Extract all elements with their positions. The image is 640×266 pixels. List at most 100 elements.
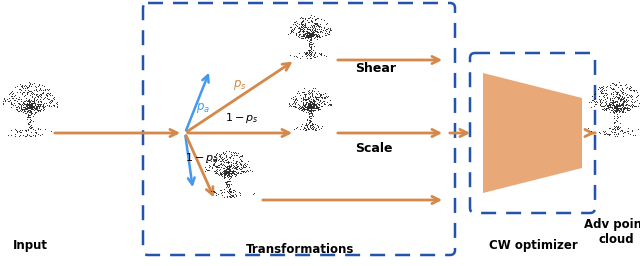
Point [305, 31, 315, 36]
Point [602, 132, 612, 136]
Point [604, 105, 614, 109]
Point [24, 113, 35, 117]
Point [306, 116, 316, 120]
Point [617, 105, 627, 109]
Point [223, 173, 234, 177]
Point [304, 33, 314, 37]
Point [300, 103, 310, 107]
Point [221, 167, 232, 171]
Point [24, 113, 34, 117]
Point [221, 174, 232, 178]
Point [305, 108, 315, 112]
Point [299, 25, 309, 29]
Point [303, 52, 314, 57]
Point [313, 30, 323, 35]
Point [202, 160, 212, 164]
Point [309, 89, 319, 93]
Point [613, 103, 623, 107]
Point [26, 118, 36, 122]
Point [306, 126, 316, 130]
Point [600, 131, 611, 135]
Point [307, 31, 317, 35]
Point [612, 134, 622, 139]
Point [220, 171, 230, 176]
Point [223, 164, 233, 168]
Point [47, 98, 57, 102]
Point [224, 173, 234, 177]
Point [223, 169, 234, 173]
Point [44, 86, 54, 91]
Point [211, 193, 221, 197]
Point [306, 103, 316, 107]
Point [614, 96, 625, 100]
Point [311, 95, 321, 100]
Point [237, 159, 247, 163]
Point [34, 103, 44, 108]
Text: $1-p_s$: $1-p_s$ [225, 111, 259, 125]
Point [618, 103, 628, 107]
Point [223, 179, 233, 184]
Point [626, 95, 636, 99]
Point [230, 160, 241, 164]
Point [312, 20, 323, 25]
Point [232, 159, 243, 163]
Point [214, 164, 224, 169]
Point [610, 105, 620, 109]
Point [306, 109, 316, 113]
Point [321, 100, 332, 104]
Point [611, 110, 621, 115]
Point [305, 33, 316, 37]
Point [306, 106, 316, 110]
Point [307, 106, 317, 110]
Point [321, 94, 332, 98]
Point [616, 105, 627, 110]
Point [600, 91, 610, 95]
Point [24, 100, 34, 105]
Point [38, 102, 48, 106]
Point [305, 108, 315, 113]
Point [300, 94, 310, 98]
Point [311, 126, 321, 130]
Point [13, 97, 24, 102]
Point [6, 128, 16, 132]
Point [605, 105, 616, 109]
Point [35, 83, 45, 87]
Point [222, 173, 232, 177]
Point [220, 169, 230, 173]
Point [33, 108, 43, 112]
Point [234, 166, 244, 170]
Point [236, 171, 246, 175]
Point [227, 193, 237, 198]
Point [25, 105, 35, 109]
Point [303, 105, 314, 109]
Point [305, 105, 315, 109]
Point [607, 81, 617, 85]
Point [223, 194, 234, 198]
Point [23, 101, 33, 106]
Point [295, 56, 305, 60]
Point [221, 180, 232, 184]
Point [615, 99, 625, 103]
Point [625, 94, 635, 98]
Point [612, 127, 622, 131]
Point [303, 97, 313, 101]
Point [617, 101, 627, 105]
Point [300, 35, 310, 39]
Point [23, 128, 33, 132]
Point [298, 100, 308, 104]
Point [28, 105, 38, 109]
Point [301, 110, 311, 114]
Point [237, 169, 247, 173]
Point [27, 107, 37, 111]
Point [617, 109, 627, 113]
Point [224, 169, 234, 173]
Point [299, 106, 309, 110]
Point [325, 98, 335, 102]
Point [289, 127, 299, 131]
Point [306, 51, 316, 55]
Point [248, 192, 258, 196]
Point [29, 128, 40, 132]
Point [304, 105, 314, 109]
Point [23, 106, 33, 110]
Point [313, 101, 323, 106]
